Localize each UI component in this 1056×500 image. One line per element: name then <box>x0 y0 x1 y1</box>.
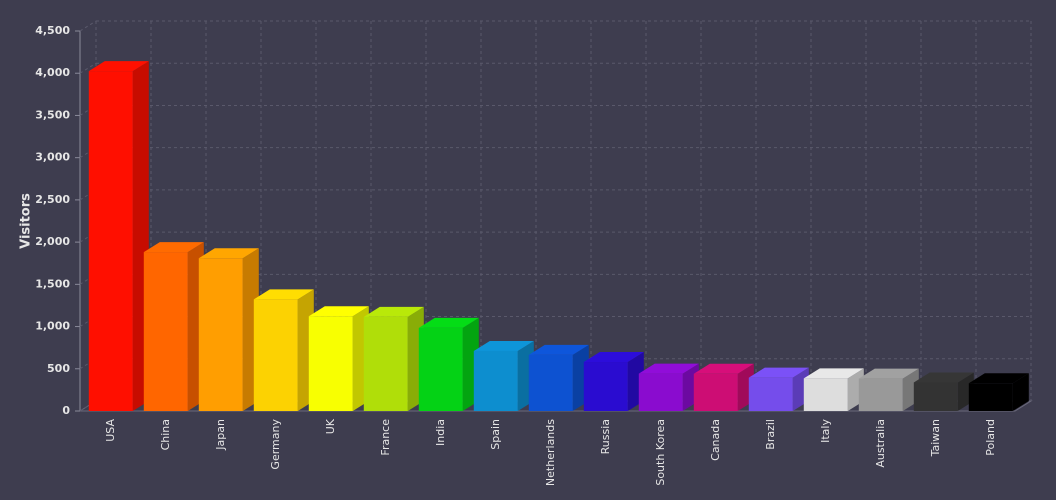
bar-top <box>528 344 589 355</box>
bar-front <box>143 252 188 411</box>
bar <box>803 368 864 411</box>
x-tick-label: Australia <box>874 419 887 468</box>
bar-top <box>968 373 1029 384</box>
bar-front <box>528 354 573 411</box>
bar <box>88 61 149 411</box>
bar-top <box>748 367 809 378</box>
bar-top <box>308 306 369 317</box>
bar <box>528 344 589 411</box>
bar <box>858 368 919 411</box>
bar-top <box>693 363 754 374</box>
bar-top <box>418 317 479 328</box>
y-tick-label: 4,500 <box>35 24 70 37</box>
x-tick-label: China <box>159 419 172 450</box>
bar-top <box>638 363 699 374</box>
x-tick-label: France <box>379 419 392 456</box>
x-tick-label: Russia <box>599 419 612 454</box>
bar <box>913 372 974 411</box>
x-tick-label: Taiwan <box>929 419 942 457</box>
bar-side <box>1012 373 1029 411</box>
bar <box>968 373 1029 411</box>
x-tick-label: Italy <box>819 419 832 443</box>
x-tick-label: South Korea <box>654 419 667 486</box>
bar <box>198 248 259 411</box>
bar <box>253 289 314 411</box>
bar <box>418 317 479 411</box>
bar-front <box>858 378 903 411</box>
y-tick-label: 0 <box>62 404 70 417</box>
bar-front <box>748 377 793 411</box>
x-tick-label: Spain <box>489 419 502 450</box>
x-tick-label: Germany <box>269 419 282 470</box>
bar-top <box>253 289 314 300</box>
bar-front <box>198 258 243 411</box>
bar-top <box>858 368 919 379</box>
bar <box>638 363 699 411</box>
x-tick-label: UK <box>324 418 337 434</box>
y-tick-label: 2,500 <box>35 193 70 206</box>
bar <box>748 367 809 411</box>
y-tick-label: 500 <box>47 362 70 375</box>
y-tick-label: 3,000 <box>35 151 70 164</box>
y-tick-label: 2,000 <box>35 235 70 248</box>
bar-front <box>693 373 738 411</box>
bar-front <box>418 327 463 411</box>
bar-front <box>803 378 848 411</box>
bar <box>693 363 754 411</box>
bar <box>473 340 534 411</box>
x-tick-label: USA <box>104 419 117 442</box>
bar <box>583 352 644 411</box>
bar-front <box>968 383 1013 411</box>
x-tick-label: Netherlands <box>544 419 557 486</box>
bar-front <box>253 299 298 411</box>
bar-top <box>363 306 424 317</box>
bar-front <box>363 316 408 411</box>
bar-top <box>198 248 259 259</box>
y-tick-label: 1,000 <box>35 320 70 333</box>
bar <box>363 306 424 411</box>
grid-line <box>79 20 97 32</box>
bar-top <box>88 61 149 72</box>
bar-top <box>583 352 644 363</box>
y-tick-label: 3,500 <box>35 108 70 121</box>
x-tick-label: Canada <box>709 419 722 461</box>
bar-top <box>143 242 204 253</box>
bar-front <box>473 350 518 411</box>
bar-top <box>803 368 864 379</box>
y-axis-label: Visitors <box>19 193 34 249</box>
y-tick-label: 4,000 <box>35 66 70 79</box>
bar-top <box>473 340 534 351</box>
bar <box>308 306 369 411</box>
x-tick-label: Brazil <box>764 419 777 450</box>
y-tick-label: 1,500 <box>35 277 70 290</box>
x-tick-label: Poland <box>984 419 997 456</box>
bar-front <box>638 373 683 411</box>
x-tick-label: Japan <box>214 419 227 451</box>
bar-front <box>583 362 628 411</box>
bar-front <box>88 71 133 411</box>
bar-top <box>913 372 974 383</box>
bar-front <box>913 382 958 411</box>
bar-front <box>308 316 353 411</box>
bar <box>143 242 204 411</box>
x-tick-label: India <box>434 419 447 446</box>
